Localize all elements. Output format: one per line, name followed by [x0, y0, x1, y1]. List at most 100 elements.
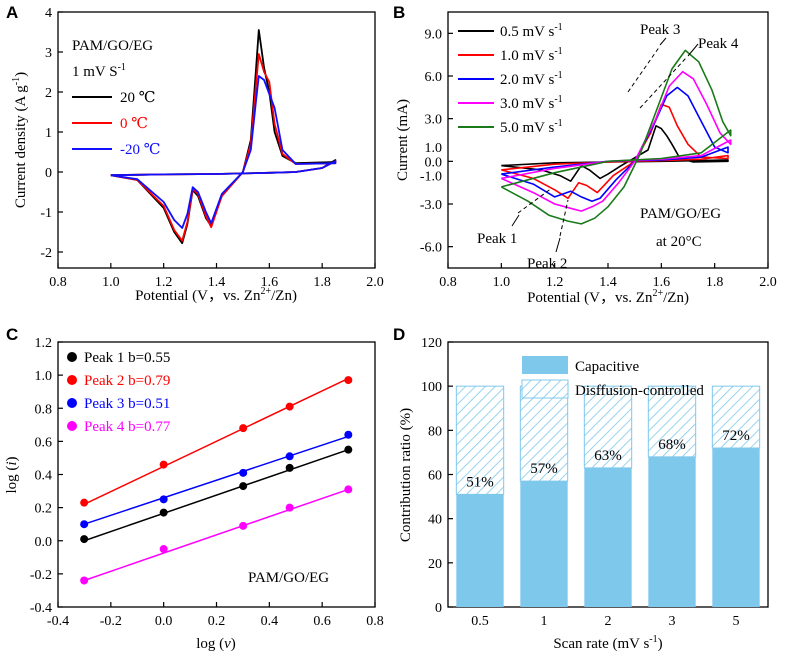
- y-tick-label: 20: [428, 557, 442, 572]
- legend-label: 0 ℃: [120, 116, 148, 132]
- data-point: [159, 508, 168, 517]
- panel-b-series: [500, 49, 732, 225]
- data-point: [159, 545, 168, 554]
- panel-c-xlabel: log (v): [196, 636, 236, 652]
- bar-capacitive: [520, 481, 568, 607]
- legend-marker: [67, 352, 77, 362]
- data-point: [80, 535, 89, 544]
- panel-b-peak1-label: Peak 1: [477, 231, 517, 247]
- panel-d-ylabel: Contribution ratio (%): [398, 408, 414, 542]
- data-point: [285, 452, 294, 461]
- data-point: [80, 520, 89, 529]
- x-tick-label: 1.4: [208, 275, 226, 290]
- series-line-1: [110, 29, 337, 245]
- data-point: [159, 495, 168, 504]
- y-tick-label: 4: [45, 6, 52, 21]
- series-line-3: [110, 75, 337, 229]
- bar-diffusion: [711, 385, 761, 449]
- y-tick-label: 6.0: [425, 70, 443, 85]
- panel-b-ticks: 0.8 1.0 1.2 1.4 1.6 1.8 2.0 -6.0 -3.0 0.0 3.0 6.0 9.…: [420, 27, 777, 290]
- x-tick-label: 5: [733, 614, 740, 629]
- y-tick-label: 1: [45, 126, 52, 141]
- panel-a-legend: 20 ℃ 0 ℃ -20 ℃: [72, 90, 161, 158]
- legend-marker: [67, 421, 77, 431]
- data-point: [344, 485, 353, 494]
- panel-d-bars: 51% 57% 63% 68% 72%: [455, 385, 761, 607]
- panel-b-legend: 0.5 mV s-1 1.0 mV s-1 2.0 mV s-1 3.0 mV s-1…: [458, 22, 563, 136]
- data-point: [239, 521, 248, 530]
- panel-b-letter: B: [393, 3, 405, 22]
- legend-label: 0.5 mV s-1: [500, 22, 563, 40]
- y-tick-label: 0.8: [35, 402, 53, 417]
- legend-label: Peak 1 b=0.55: [84, 350, 170, 366]
- legend-marker: [67, 398, 77, 408]
- x-tick-label: 1.2: [155, 275, 173, 290]
- legend-marker: [67, 375, 77, 385]
- panel-b-peak3-label: Peak 3: [640, 22, 680, 38]
- x-tick-label: 0.8: [366, 614, 384, 629]
- y-tick-label: 120: [421, 336, 442, 351]
- data-point: [285, 402, 294, 411]
- peak2-trend-line: [559, 199, 569, 237]
- legend-label: Peak 2 b=0.79: [84, 373, 170, 389]
- panel-a-xlabel: Potential (V，vs. Zn2+/Zn): [135, 286, 297, 304]
- y-tick-label: -1.0: [420, 170, 442, 185]
- bar-diffusion: [519, 385, 569, 482]
- panel-a-annotation-rate: 1 mV S-1: [72, 62, 126, 80]
- x-tick-label: 0.8: [439, 275, 457, 290]
- legend-label-capacitive: Capacitive: [575, 359, 639, 375]
- bar-diffusion: [455, 385, 505, 495]
- panel-c-annotation: PAM/GO/EG: [248, 570, 329, 586]
- fit-line-3: [83, 435, 349, 525]
- bar-capacitive: [648, 456, 696, 607]
- series-line-1: [501, 125, 729, 182]
- panel-a-series: [110, 29, 337, 245]
- x-tick-label: 0.8: [49, 275, 67, 290]
- panel-a-ticks: 0.8 1.0 1.2 1.4 1.6 1.8 2.0 -2 -1 0 1 2 3 4: [40, 6, 383, 290]
- series-line-5: [500, 49, 732, 225]
- bar-diffusion: [647, 385, 697, 458]
- x-tick-label: 0.2: [208, 614, 226, 629]
- data-point: [239, 424, 248, 433]
- peak3-trend-line: [627, 45, 661, 93]
- data-point: [285, 503, 294, 512]
- peak4-trend-line: [639, 57, 687, 109]
- y-tick-label: 0: [45, 166, 52, 181]
- x-tick-label: 0.6: [313, 614, 331, 629]
- y-tick-label: 80: [428, 424, 442, 439]
- y-tick-label: -0.2: [30, 568, 52, 583]
- y-tick-label: 9.0: [425, 27, 443, 42]
- x-tick-label: 1: [541, 614, 548, 629]
- bar-data-label: 51%: [466, 474, 494, 490]
- peak4-arrow: [687, 43, 699, 57]
- y-tick-label: 100: [421, 380, 442, 395]
- x-tick-label: 2: [605, 614, 612, 629]
- panel-c-series: [80, 376, 353, 585]
- panel-c-ylabel: log (i): [4, 456, 20, 493]
- y-tick-label: 0: [435, 601, 442, 616]
- x-tick-label: -0.4: [47, 614, 69, 629]
- data-point: [159, 460, 168, 469]
- legend-label: Peak 4 b=0.77: [84, 419, 171, 435]
- panel-d-xlabel: Scan rate (mV s-1): [553, 634, 662, 652]
- bar-data-label: 63%: [594, 448, 622, 464]
- y-tick-label: 1.0: [425, 141, 443, 156]
- legend-label: 2.0 mV s-1: [500, 70, 563, 88]
- legend-swatch-diffusion: [521, 379, 569, 399]
- legend-label: 1.0 mV s-1: [500, 46, 563, 64]
- y-tick-label: 0.6: [35, 435, 53, 450]
- x-tick-label: 1.6: [653, 275, 671, 290]
- y-tick-label: -2: [40, 246, 52, 261]
- legend-label-diffusion: Disffusion-controlled: [575, 383, 704, 399]
- panel-c: C -0.4 -0.2 0.0 0.2 0.4 0.6 0.8 -0.4 -0.2 0.0 0.2 0…: [4, 325, 384, 652]
- data-point: [80, 498, 89, 507]
- y-tick-label: 40: [428, 513, 442, 528]
- series-line-4: [500, 70, 732, 212]
- x-tick-label: 0.5: [471, 614, 489, 629]
- x-tick-label: 1.0: [102, 275, 120, 290]
- fit-line-1: [83, 448, 349, 542]
- panel-c-legend: Peak 1 b=0.55 Peak 2 b=0.79 Peak 3 b=0.51 P…: [67, 350, 171, 435]
- y-tick-label: 0.0: [425, 155, 443, 170]
- x-tick-label: 1.8: [313, 275, 331, 290]
